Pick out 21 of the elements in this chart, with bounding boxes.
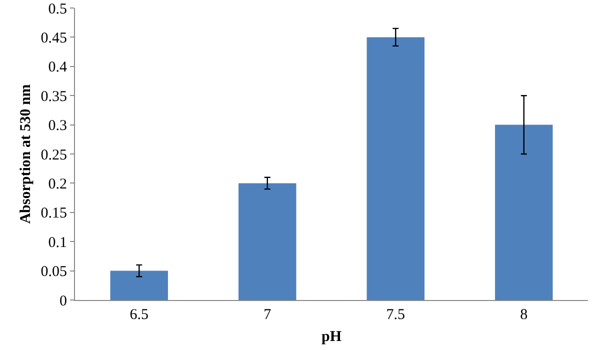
bar (238, 183, 296, 300)
y-tick-label: 0.3 (48, 118, 67, 134)
bar (366, 37, 424, 300)
bar (110, 270, 168, 300)
y-tick-label: 0 (60, 293, 67, 310)
x-axis-title: pH (321, 329, 342, 345)
x-tick-label: 7 (264, 307, 272, 323)
bar (495, 124, 553, 300)
x-tick-label: 6.5 (130, 307, 149, 323)
y-tick-label: 0.5 (48, 1, 67, 18)
y-tick-label: 0.1 (48, 234, 67, 251)
y-tick-label: 0.4 (48, 60, 68, 76)
y-tick-label: 0.15 (40, 206, 67, 222)
y-tick-label: 0.05 (40, 264, 67, 280)
y-tick-label: 0.35 (40, 88, 67, 105)
y-tick-label: 0.45 (40, 30, 67, 46)
x-tick-label: 8 (520, 307, 528, 323)
y-tick-label: 0.2 (48, 176, 67, 192)
y-tick-label: 0.25 (40, 147, 67, 164)
x-tick-label: 7.5 (386, 307, 406, 323)
y-axis-title: Absorption at 530 nm (18, 84, 34, 224)
